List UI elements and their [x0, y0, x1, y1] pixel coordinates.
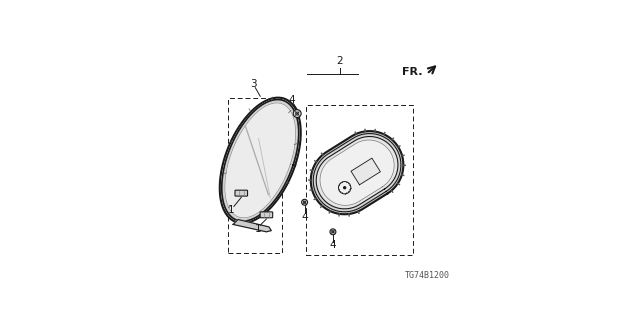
Circle shape: [344, 187, 346, 189]
Text: 4: 4: [288, 95, 295, 105]
Text: FR.: FR.: [403, 67, 423, 77]
Text: 4: 4: [301, 212, 308, 222]
Polygon shape: [351, 158, 380, 185]
Polygon shape: [225, 103, 296, 218]
Text: 3: 3: [250, 79, 257, 89]
Circle shape: [330, 229, 336, 235]
Bar: [228, 98, 282, 253]
Polygon shape: [220, 98, 301, 223]
Polygon shape: [316, 137, 398, 209]
Text: 2: 2: [337, 56, 343, 66]
Circle shape: [301, 199, 308, 205]
Circle shape: [332, 231, 334, 233]
Circle shape: [303, 201, 306, 204]
Polygon shape: [313, 133, 401, 212]
Text: 1: 1: [228, 205, 235, 215]
FancyBboxPatch shape: [260, 212, 273, 218]
Text: 4: 4: [330, 240, 336, 250]
Text: TG74B1200: TG74B1200: [405, 271, 450, 280]
Text: 1: 1: [255, 224, 261, 234]
Polygon shape: [233, 220, 271, 232]
Polygon shape: [311, 131, 403, 214]
Bar: [306, 105, 413, 255]
Polygon shape: [320, 140, 394, 205]
FancyBboxPatch shape: [235, 190, 248, 196]
Circle shape: [293, 110, 301, 117]
Polygon shape: [221, 100, 299, 221]
Circle shape: [296, 112, 299, 115]
